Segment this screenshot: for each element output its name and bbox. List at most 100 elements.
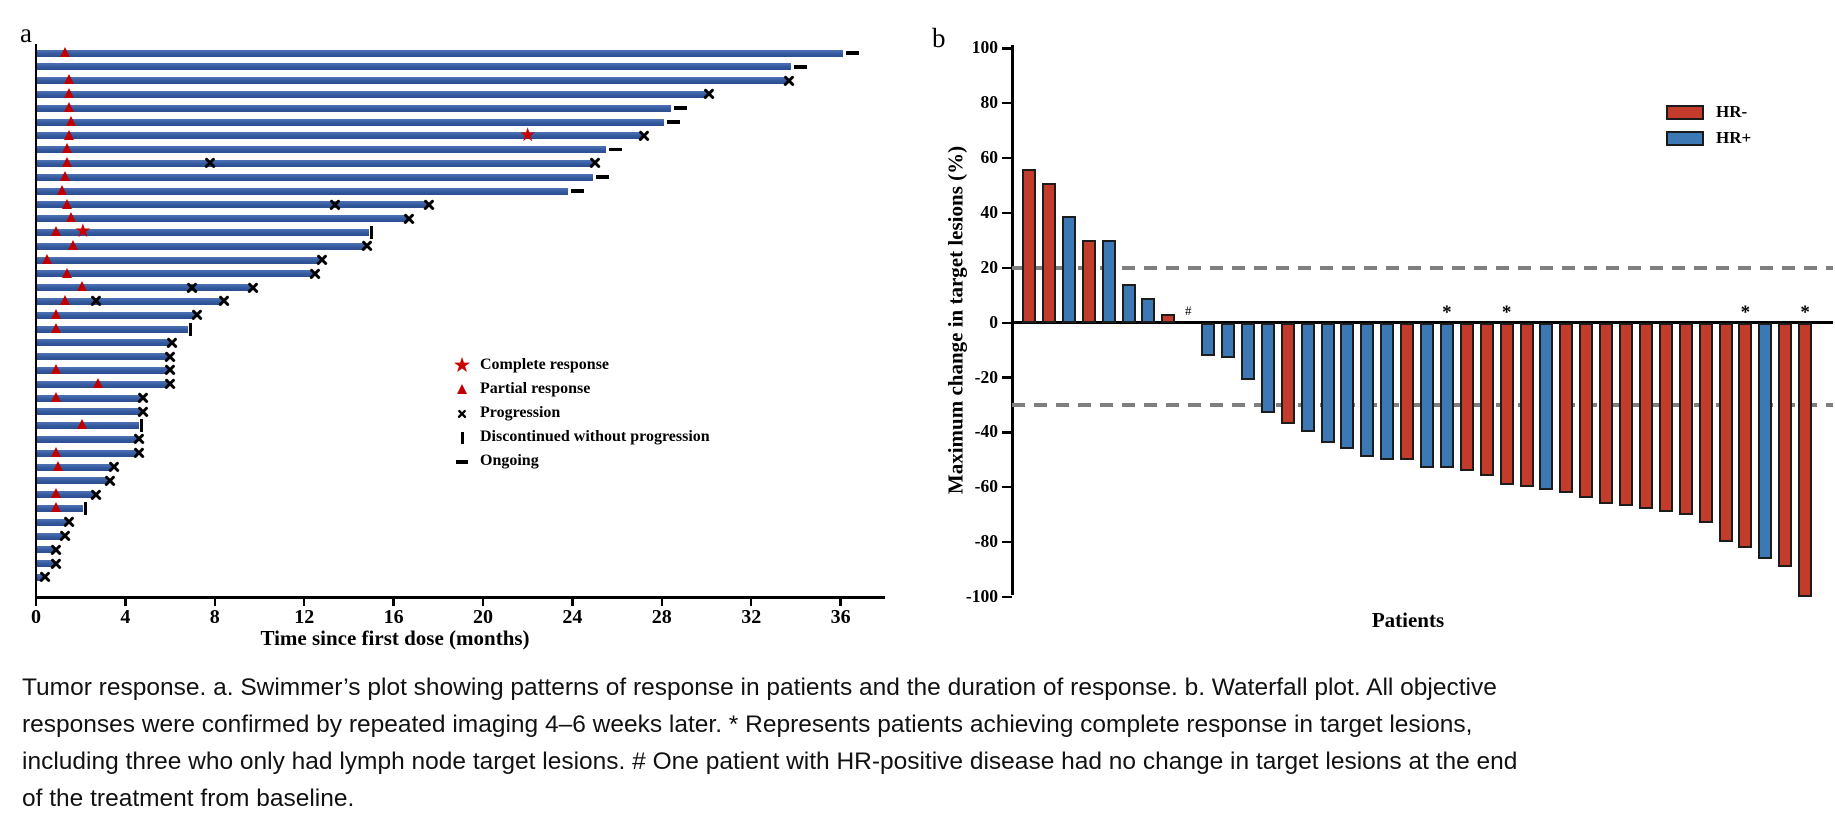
swimmer-bar: [36, 532, 63, 540]
progression-x-icon: [164, 378, 176, 390]
partial-response-icon: [50, 447, 61, 457]
discontinued-tick-icon: [460, 432, 464, 444]
partial-response-icon: [50, 502, 61, 513]
waterfall-bar: [1240, 322, 1255, 381]
waterfall-bar: [1738, 322, 1753, 548]
progression-x-icon: [63, 516, 76, 528]
partial-response-icon: [66, 212, 77, 223]
waterfall-bar: [1221, 322, 1235, 359]
x-axis-tick-label: 0: [31, 606, 41, 628]
waterfall-bar: [1579, 322, 1594, 499]
progression-x-icon: [132, 433, 145, 446]
waterfall-bar: [1599, 322, 1614, 504]
waterfall-bar: [1022, 169, 1036, 323]
progression-x-icon: [329, 199, 342, 211]
complete-response-icon: ★: [74, 220, 92, 243]
progression-x-icon: [403, 212, 415, 225]
swimmer-bar: [36, 560, 54, 568]
swimmer-bar: [36, 146, 606, 154]
x-axis-tick: [34, 596, 38, 606]
waterfall-bar: [1658, 322, 1673, 512]
ongoing-dash-icon: [608, 147, 622, 152]
swimmer-bar: [36, 366, 168, 374]
swimmer-bar: [36, 228, 369, 236]
complete-response-asterisk: *: [1800, 301, 1810, 323]
progression-x-icon: [38, 571, 51, 584]
waterfall-bar: [1141, 298, 1156, 323]
progression-x-icon: [637, 130, 650, 142]
partial-response-icon: [77, 419, 88, 430]
waterfall-bar: [1101, 240, 1116, 323]
y-axis-tick-label: 0: [989, 311, 998, 332]
waterfall-bar: [1638, 322, 1653, 510]
waterfall-bar: [1340, 322, 1355, 449]
figure-caption: Tumor response. a. Swimmer’s plot showin…: [22, 674, 1518, 812]
partial-response-icon: [64, 88, 75, 99]
x-axis-tick: [303, 596, 306, 606]
discontinued-tick-icon: [83, 501, 88, 515]
partial-response-icon: [64, 129, 75, 140]
y-axis-tick-label: -40: [974, 421, 998, 442]
discontinued-tick-icon: [370, 225, 374, 239]
x-axis-tick-label: 12: [294, 606, 315, 628]
waterfall-bar: [1539, 322, 1554, 490]
swimmer-bar: [36, 104, 671, 112]
y-axis-tick: [1002, 540, 1012, 544]
swimmer-bar: [36, 491, 95, 499]
progression-x-icon: [702, 88, 715, 101]
waterfall-bar: [1619, 322, 1633, 507]
y-axis-tick-label: -80: [974, 531, 998, 552]
swimmer-x-axis-title: Time since first dose (months): [260, 626, 530, 650]
swimmer-bar: [36, 201, 428, 209]
progression-x-icon: [90, 295, 103, 308]
swimmer-bar: [36, 270, 314, 278]
x-axis-tick: [839, 596, 842, 606]
waterfall-bar: [1678, 322, 1693, 515]
x-axis-tick: [571, 596, 574, 606]
ongoing-dash-icon: [845, 51, 859, 55]
swimmer-bar: [36, 90, 707, 98]
threshold-dashed-line: [1012, 265, 1833, 270]
swimmer-bar: [36, 463, 112, 471]
x-axis-tick-label: 36: [830, 606, 851, 628]
waterfall-bar: [1201, 322, 1216, 356]
progression-x-icon: [59, 530, 71, 542]
y-axis-tick: [1002, 156, 1012, 160]
x-axis-tick: [750, 596, 753, 606]
waterfall-bar: [1260, 322, 1275, 414]
x-axis-tick-label: 16: [383, 606, 404, 628]
progression-x-icon: [783, 74, 795, 87]
x-axis-tick: [392, 596, 395, 606]
swimmer-legend-label: Progression: [480, 404, 561, 421]
waterfall-y-axis-title: Maximum change in target lesions (%): [943, 145, 968, 495]
swimmer-bar: [36, 187, 568, 195]
waterfall-bar: [1758, 322, 1773, 559]
waterfall-bar: [1320, 322, 1335, 444]
swimmer-bar: [36, 573, 43, 581]
progression-x-icon: [190, 309, 203, 321]
y-axis-tick-label: -100: [965, 586, 998, 606]
waterfall-bar: [1778, 322, 1793, 567]
waterfall-bar: [1360, 322, 1375, 458]
swimmer-legend-label: Ongoing: [480, 452, 539, 469]
swimmer-bar: [36, 408, 142, 416]
partial-response-icon: [93, 378, 104, 388]
swimmer-bar: [36, 132, 642, 140]
partial-response-icon: [50, 226, 61, 237]
progression-x-icon: [103, 475, 116, 487]
swimmer-bar: [36, 159, 593, 167]
swimmer-bar: [36, 394, 142, 402]
waterfall-bar: [1400, 322, 1415, 460]
progression-x-icon: [166, 337, 178, 349]
waterfall-bar: [1280, 322, 1295, 425]
swimmer-bar: [36, 353, 168, 361]
discontinued-tick-icon: [188, 322, 193, 336]
progression-x-icon: [309, 268, 321, 280]
complete-response-asterisk: *: [1740, 301, 1751, 323]
swimmer-bar: [36, 546, 54, 554]
waterfall-bar: [1559, 322, 1574, 493]
waterfall-bar: [1718, 322, 1733, 543]
progression-x-icon: [316, 254, 328, 266]
ongoing-dash-icon: [595, 175, 609, 179]
